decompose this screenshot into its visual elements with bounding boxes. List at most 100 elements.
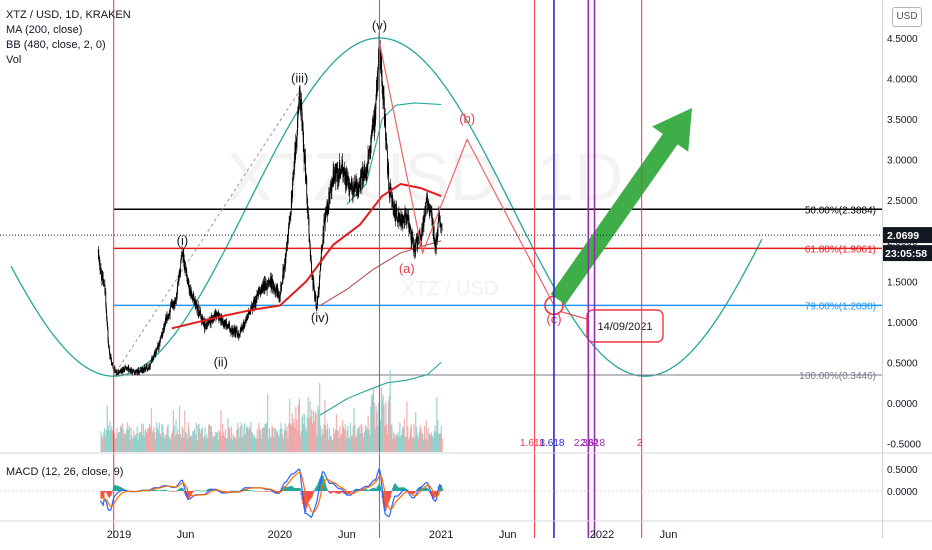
volume-bar	[220, 410, 222, 452]
candle-body	[127, 367, 129, 369]
volume-bar	[328, 428, 330, 452]
volume-bar	[431, 435, 434, 452]
candle-body	[397, 220, 398, 222]
macd-histogram-bar	[183, 491, 185, 492]
macd-histogram-bar	[281, 488, 283, 491]
macd-histogram-bar	[294, 488, 296, 491]
macd-histogram-bar	[336, 491, 339, 494]
candle-body	[381, 76, 383, 83]
volume-bar	[275, 428, 277, 452]
candle-body	[366, 165, 368, 172]
candle-body	[247, 313, 249, 316]
candle-body	[325, 212, 327, 217]
candle-body	[275, 291, 277, 293]
macd-histogram-bar	[332, 491, 334, 493]
candle-body	[152, 357, 154, 359]
candle-body	[290, 197, 292, 212]
candle-body	[318, 286, 320, 294]
candle-body	[365, 167, 367, 176]
candle-body	[272, 281, 274, 290]
candle-body	[281, 284, 283, 287]
volume-bar	[225, 438, 227, 452]
macd-histogram-bar	[233, 490, 235, 492]
macd-indicator-label[interactable]: MACD (12, 26, close, 9)	[6, 466, 124, 478]
candle-body	[288, 224, 290, 234]
candle-body	[151, 358, 153, 363]
volume-bar	[167, 423, 169, 452]
macd-histogram-bar	[439, 484, 442, 491]
volume-bar	[142, 424, 144, 452]
candle-body	[395, 210, 397, 217]
volume-bar	[370, 406, 372, 452]
volume-bar	[432, 437, 434, 452]
currency-button[interactable]: USD	[892, 7, 922, 27]
candle-body	[267, 280, 269, 282]
volume-bar	[303, 424, 305, 452]
candle-body	[229, 329, 231, 331]
candle-body	[175, 295, 177, 303]
candle-body	[202, 322, 204, 324]
candle-body	[121, 369, 123, 372]
candle-body	[100, 269, 101, 273]
volume-bar	[266, 422, 268, 452]
candle-body	[431, 210, 432, 212]
macd-histogram-bar	[205, 490, 207, 492]
candle-body	[160, 339, 161, 341]
trend-line-dashed	[115, 90, 301, 373]
candle-body	[204, 321, 205, 330]
candle-body	[161, 333, 163, 336]
candle-body	[324, 212, 326, 224]
candle-body	[342, 171, 344, 178]
symbol-title[interactable]: XTZ / USD, 1D, KRAKEN	[6, 9, 131, 21]
macd-histogram-bar	[389, 491, 391, 498]
candle-body	[262, 283, 264, 290]
candle-body	[279, 293, 281, 297]
candle-body	[293, 171, 295, 173]
candle-body	[224, 323, 226, 328]
candle-body	[337, 168, 338, 182]
macd-histogram-bar	[255, 490, 258, 492]
macd-histogram-bar	[195, 490, 198, 491]
candle-body	[414, 246, 416, 247]
candle-body	[208, 321, 210, 324]
macd-histogram-bar	[174, 491, 176, 492]
volume-bar	[394, 437, 397, 452]
candle-body	[118, 372, 120, 374]
volume-bar	[155, 439, 157, 452]
candle-body	[189, 293, 191, 295]
volume-bar	[166, 426, 168, 452]
candle-body	[279, 296, 281, 298]
macd-histogram-bar	[303, 491, 305, 508]
candle-body	[389, 192, 390, 199]
ma-indicator-label[interactable]: MA (200, close)	[6, 24, 83, 36]
candle-body	[168, 315, 170, 316]
volume-bar	[424, 438, 427, 452]
candle-body	[327, 208, 329, 216]
candle-body	[167, 315, 169, 319]
macd-histogram-bar	[284, 485, 287, 491]
candle-body	[268, 280, 270, 283]
bb-indicator-label[interactable]: BB (480, close, 2, 0)	[6, 39, 106, 51]
volume-bar	[206, 434, 208, 452]
volume-bar	[221, 435, 223, 452]
candle-body	[313, 287, 315, 292]
candle-body	[297, 107, 299, 120]
candle-body	[111, 359, 112, 366]
volume-bar	[144, 429, 146, 452]
candle-body	[269, 279, 271, 284]
volume-bar	[186, 439, 189, 452]
candle-body	[259, 291, 261, 294]
candle-body	[243, 324, 245, 329]
candle-body	[275, 292, 276, 294]
candle-body	[433, 226, 435, 241]
macd-histogram-bar	[401, 487, 404, 491]
volume-indicator-label[interactable]: Vol	[6, 54, 22, 66]
volume-bar	[187, 422, 189, 452]
candle-body	[201, 315, 202, 322]
candle-body	[392, 198, 394, 202]
volume-bar	[123, 434, 125, 452]
candle-body	[191, 295, 193, 297]
candle-body	[304, 153, 305, 163]
volume-bar	[137, 439, 139, 452]
